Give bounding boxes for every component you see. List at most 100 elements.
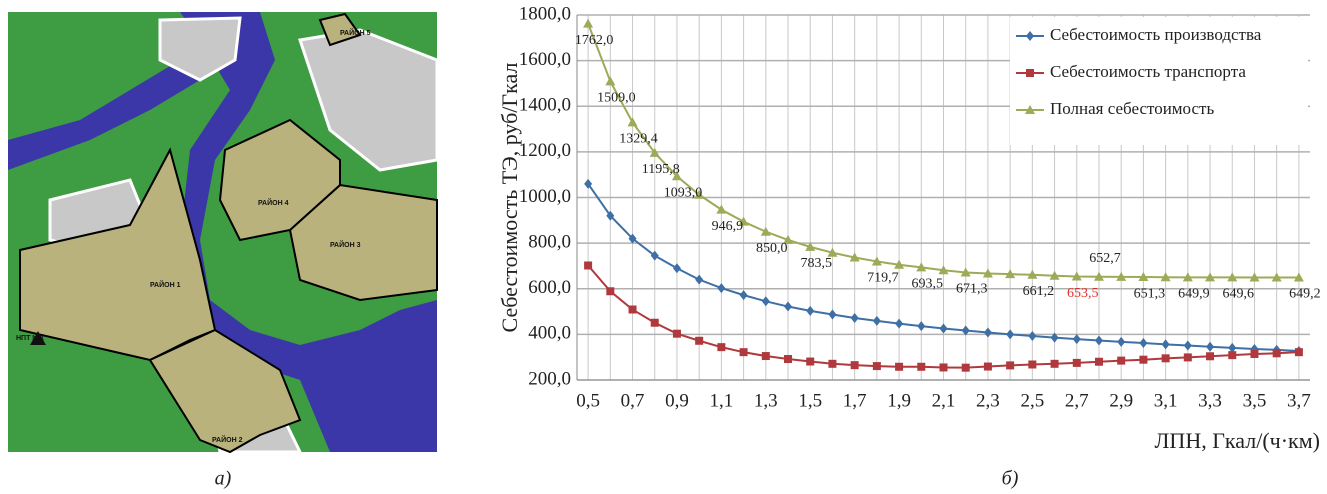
data-point bbox=[984, 363, 992, 371]
map-label: РАЙОН 4 bbox=[258, 198, 289, 207]
data-point bbox=[1184, 353, 1192, 361]
data-point bbox=[762, 296, 770, 306]
value-label: 1329,4 bbox=[619, 132, 658, 147]
y-tick-label: 1400,0 bbox=[519, 95, 571, 116]
x-tick-label: 0,5 bbox=[576, 390, 600, 411]
data-point bbox=[695, 337, 703, 345]
y-tick-label: 400,0 bbox=[528, 323, 571, 344]
data-point bbox=[784, 302, 792, 312]
value-label: 652,7 bbox=[1089, 251, 1121, 266]
y-tick-label: 1000,0 bbox=[519, 186, 571, 207]
value-label: 719,7 bbox=[867, 271, 899, 286]
x-tick-label: 2,7 bbox=[1065, 390, 1089, 411]
data-point bbox=[651, 251, 659, 261]
data-point bbox=[1073, 359, 1081, 367]
data-point bbox=[1184, 341, 1192, 351]
data-point bbox=[651, 319, 659, 327]
y-tick-label: 1200,0 bbox=[519, 140, 571, 161]
data-point bbox=[1228, 351, 1236, 359]
data-point bbox=[806, 306, 814, 316]
data-point bbox=[828, 310, 836, 320]
legend-label: Себестоимость производства bbox=[1050, 25, 1262, 44]
map-label: РАЙОН 1 bbox=[150, 280, 181, 289]
data-point bbox=[673, 330, 681, 338]
page: РАЙОН 1 РАЙОН 2 РАЙОН 3 РАЙОН 4 РАЙОН 5 … bbox=[0, 0, 1327, 494]
y-tick-label: 600,0 bbox=[528, 277, 571, 298]
data-point bbox=[1095, 336, 1103, 346]
figure: РАЙОН 1 РАЙОН 2 РАЙОН 3 РАЙОН 4 РАЙОН 5 … bbox=[0, 0, 1327, 494]
data-point bbox=[673, 263, 681, 273]
data-point bbox=[1006, 361, 1014, 369]
data-point bbox=[984, 328, 992, 338]
x-tick-label: 1,7 bbox=[843, 390, 867, 411]
data-point bbox=[1006, 329, 1014, 339]
data-point bbox=[1206, 342, 1214, 352]
data-point bbox=[851, 313, 859, 323]
data-point bbox=[940, 363, 948, 371]
data-point bbox=[717, 283, 725, 293]
data-point bbox=[806, 358, 814, 366]
chart-caption: б) bbox=[1002, 468, 1019, 490]
data-point bbox=[1139, 356, 1147, 364]
x-tick-label: 3,3 bbox=[1198, 390, 1222, 411]
data-point bbox=[962, 364, 970, 372]
data-point bbox=[1295, 348, 1303, 356]
data-point bbox=[740, 348, 748, 356]
data-point bbox=[1073, 334, 1081, 344]
value-label: 946,9 bbox=[712, 219, 744, 234]
data-point bbox=[1250, 350, 1258, 358]
y-axis-title: Себестоимость ТЭ, руб/Гкал bbox=[497, 63, 522, 333]
value-label: 783,5 bbox=[800, 256, 832, 271]
x-tick-label: 2,3 bbox=[976, 390, 1000, 411]
y-tick-label: 200,0 bbox=[528, 368, 571, 389]
map-label: РАЙОН 3 bbox=[330, 240, 361, 249]
data-point bbox=[1206, 352, 1214, 360]
value-label: 671,3 bbox=[956, 282, 988, 297]
data-point bbox=[895, 319, 903, 329]
value-label: 1093,0 bbox=[664, 186, 703, 201]
data-point bbox=[1162, 339, 1170, 349]
data-point bbox=[1095, 358, 1103, 366]
y-tick-label: 1600,0 bbox=[519, 49, 571, 70]
data-point bbox=[1051, 360, 1059, 368]
map-label: РАЙОН 2 bbox=[212, 435, 243, 444]
x-tick-label: 1,3 bbox=[754, 390, 778, 411]
map-caption: а) bbox=[215, 468, 232, 490]
x-tick-label: 2,1 bbox=[932, 390, 956, 411]
value-label: 651,3 bbox=[1134, 286, 1166, 301]
data-point bbox=[628, 117, 638, 126]
data-point bbox=[629, 306, 637, 314]
data-point bbox=[784, 355, 792, 363]
x-tick-label: 0,9 bbox=[665, 390, 689, 411]
x-tick-label: 2,9 bbox=[1109, 390, 1133, 411]
x-tick-label: 1,5 bbox=[798, 390, 822, 411]
data-point bbox=[606, 287, 614, 295]
data-point bbox=[1273, 349, 1281, 357]
value-label: 1195,8 bbox=[642, 162, 680, 177]
value-label: 693,5 bbox=[912, 277, 944, 292]
y-tick-label: 1800,0 bbox=[519, 3, 571, 24]
data-point bbox=[1028, 331, 1036, 341]
value-label: 1762,0 bbox=[575, 33, 614, 48]
data-point bbox=[695, 275, 703, 285]
value-label: 653,5 bbox=[1067, 286, 1099, 301]
x-tick-label: 0,7 bbox=[621, 390, 645, 411]
x-tick-label: 3,5 bbox=[1243, 390, 1267, 411]
x-tick-label: 1,9 bbox=[887, 390, 911, 411]
value-label: 649,9 bbox=[1178, 287, 1210, 302]
data-point bbox=[716, 205, 726, 214]
data-point bbox=[917, 321, 925, 331]
data-point bbox=[917, 363, 925, 371]
data-point bbox=[740, 290, 748, 300]
x-tick-label: 3,1 bbox=[1154, 390, 1178, 411]
data-point bbox=[762, 352, 770, 360]
legend-marker bbox=[1026, 69, 1034, 77]
map: РАЙОН 1 РАЙОН 2 РАЙОН 3 РАЙОН 4 РАЙОН 5 … bbox=[8, 12, 437, 490]
map-label: НПТ №1 bbox=[16, 334, 44, 342]
data-point bbox=[1162, 354, 1170, 362]
data-point bbox=[1139, 338, 1147, 348]
data-point bbox=[1117, 337, 1125, 347]
data-point bbox=[1028, 360, 1036, 368]
value-label: 850,0 bbox=[756, 241, 788, 256]
